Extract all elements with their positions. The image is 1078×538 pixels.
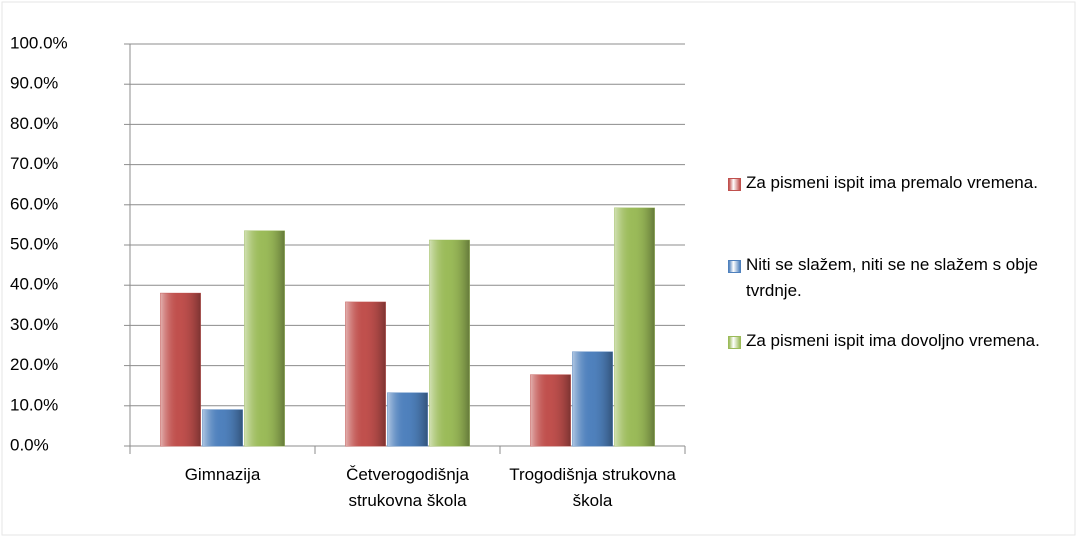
y-tick-label: 50.0% (10, 234, 58, 253)
bar-shade (572, 351, 613, 446)
bar-shade (160, 293, 201, 446)
bar-shade (244, 230, 285, 446)
bar-shade (345, 302, 386, 446)
bar-shade (387, 392, 428, 446)
bar-shade (202, 409, 243, 446)
y-tick-label: 80.0% (10, 114, 58, 133)
y-tick-label: 70.0% (10, 154, 58, 173)
legend-label: Za pismeni ispit ima premalo vremena. (746, 173, 1038, 192)
bar-shade (614, 208, 655, 446)
legend-item: Za pismeni ispit ima premalo vremena. (728, 170, 1068, 196)
legend-swatch (728, 260, 741, 273)
legend-label: Niti se slažem, niti se ne slažem s obje… (746, 255, 1038, 300)
y-tick-label: 10.0% (10, 395, 58, 414)
legend-item: Niti se slažem, niti se ne slažem s obje… (728, 252, 1068, 304)
x-tick-label: Trogodišnja strukovna škola (509, 465, 676, 510)
x-tick-label: Četverogodišnja strukovna škola (346, 465, 469, 510)
y-tick-label: 60.0% (10, 194, 58, 213)
y-tick-label: 100.0% (10, 33, 68, 52)
legend-item: Za pismeni ispit ima dovoljno vremena. (728, 328, 1068, 354)
legend-swatch (728, 178, 741, 191)
y-tick-label: 20.0% (10, 355, 58, 374)
legend-label: Za pismeni ispit ima dovoljno vremena. (746, 331, 1040, 350)
bar-shade (530, 374, 571, 446)
bar-shade (429, 240, 470, 446)
y-tick-label: 40.0% (10, 275, 58, 294)
y-tick-label: 30.0% (10, 315, 58, 334)
x-tick-label: Gimnazija (184, 465, 261, 484)
legend-swatch (728, 336, 741, 349)
y-tick-label: 90.0% (10, 74, 58, 93)
y-tick-label: 0.0% (10, 435, 49, 454)
